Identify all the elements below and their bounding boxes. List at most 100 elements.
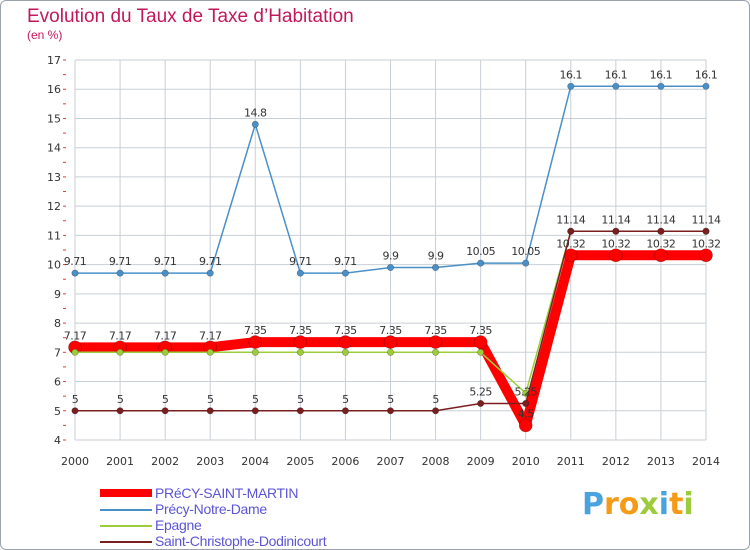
data-point <box>477 259 485 267</box>
data-label: 7.35 <box>289 324 312 337</box>
data-point <box>654 248 668 263</box>
logo-letter: x <box>639 487 659 522</box>
data-label: 7.17 <box>109 329 132 342</box>
data-point <box>612 227 620 235</box>
x-tick-label: 2006 <box>331 455 359 468</box>
data-point <box>386 348 394 356</box>
x-tick-label: 2001 <box>106 455 134 468</box>
unit-label: (en %) <box>27 28 63 42</box>
data-point <box>609 248 623 263</box>
legend-item-precy-saint-martin[interactable]: PRéCY-SAINT-MARTIN <box>100 485 440 501</box>
data-point <box>473 335 488 349</box>
data-point <box>386 264 394 272</box>
y-tick-label: 16 <box>47 83 61 96</box>
data-label: 5 <box>342 393 349 406</box>
data-point <box>432 264 440 272</box>
y-tick-label: 11 <box>47 229 61 242</box>
data-label: 11.14 <box>646 213 675 226</box>
data-label: 7.35 <box>379 324 402 337</box>
x-tick-label: 2005 <box>286 455 314 468</box>
data-point <box>71 348 79 356</box>
data-point <box>251 120 259 128</box>
data-label: 7.35 <box>469 324 492 337</box>
data-label: 16.1 <box>605 68 628 81</box>
data-label: 16.1 <box>650 68 673 81</box>
logo-letter: o <box>618 487 640 522</box>
data-label: 5 <box>297 393 304 406</box>
data-label: 5.25 <box>514 385 537 398</box>
y-tick-label: 7 <box>54 346 61 359</box>
data-point <box>341 348 349 356</box>
data-label: 5 <box>432 393 439 406</box>
legend-swatch <box>100 489 152 497</box>
data-point <box>428 335 443 349</box>
logo-letter: P <box>582 487 604 522</box>
legend-swatch <box>100 541 152 543</box>
x-tick-label: 2012 <box>602 455 630 468</box>
data-point <box>522 399 530 407</box>
data-point <box>338 335 353 349</box>
logo-letter: i <box>658 487 670 522</box>
data-point <box>161 348 169 356</box>
data-point <box>251 407 259 415</box>
x-tick-label: 2014 <box>692 455 720 468</box>
data-label: 9.9 <box>383 250 399 263</box>
x-tick-label: 2009 <box>467 455 495 468</box>
data-label: 7.35 <box>244 324 267 337</box>
data-label: 4.5 <box>518 407 534 420</box>
data-point <box>71 269 79 277</box>
data-point <box>702 227 710 235</box>
data-label: 10.05 <box>466 245 495 258</box>
legend: PRéCY-SAINT-MARTIN Précy-Notre-Dame Epag… <box>100 485 440 549</box>
data-label: 5 <box>72 393 79 406</box>
data-label: 16.1 <box>560 68 583 81</box>
data-label: 10.05 <box>511 245 540 258</box>
data-point <box>251 348 259 356</box>
data-point <box>293 335 308 349</box>
data-point <box>206 269 214 277</box>
x-tick-label: 2008 <box>422 455 450 468</box>
data-point <box>206 348 214 356</box>
data-label: 9.71 <box>334 255 357 268</box>
y-tick-label: 4 <box>54 434 61 447</box>
data-point <box>341 269 349 277</box>
x-tick-label: 2013 <box>647 455 675 468</box>
chart-title: Evolution du Taux de Taxe d’Habitation <box>27 6 354 27</box>
data-label: 11.14 <box>601 213 630 226</box>
data-label: 10.32 <box>556 237 585 250</box>
data-point <box>567 82 575 90</box>
y-tick-label: 12 <box>47 200 61 213</box>
y-tick-label: 10 <box>47 259 61 272</box>
y-tick-label: 9 <box>54 288 61 301</box>
legend-label: Saint-Christophe-Dodinicourt <box>155 533 327 549</box>
data-label: 9.71 <box>154 255 177 268</box>
legend-item-precy-notre-dame[interactable]: Précy-Notre-Dame <box>100 501 440 517</box>
data-label: 7.17 <box>199 329 222 342</box>
data-point <box>657 227 665 235</box>
data-label: 9.71 <box>289 255 312 268</box>
data-point <box>248 335 263 349</box>
data-point <box>699 248 713 263</box>
data-point <box>657 82 665 90</box>
data-point <box>116 348 124 356</box>
data-label: 14.8 <box>244 106 267 119</box>
x-tick-label: 2003 <box>196 455 224 468</box>
y-tick-label: 15 <box>47 112 61 125</box>
data-label: 10.32 <box>646 237 675 250</box>
y-tick-label: 14 <box>47 142 61 155</box>
data-label: 5 <box>252 393 259 406</box>
data-label: 10.32 <box>601 237 630 250</box>
legend-label: Epagne <box>155 517 202 533</box>
legend-item-saint-christophe[interactable]: Saint-Christophe-Dodinicourt <box>100 533 440 549</box>
data-point <box>518 418 533 433</box>
data-label: 5 <box>207 393 214 406</box>
data-point <box>702 82 710 90</box>
x-tick-label: 2004 <box>241 455 269 468</box>
legend-item-epagne[interactable]: Epagne <box>100 517 440 533</box>
logo-letter: t <box>669 487 684 522</box>
data-label: 5.25 <box>469 385 492 398</box>
data-label: 7.17 <box>64 329 87 342</box>
data-point <box>386 407 394 415</box>
data-label: 9.71 <box>199 255 222 268</box>
